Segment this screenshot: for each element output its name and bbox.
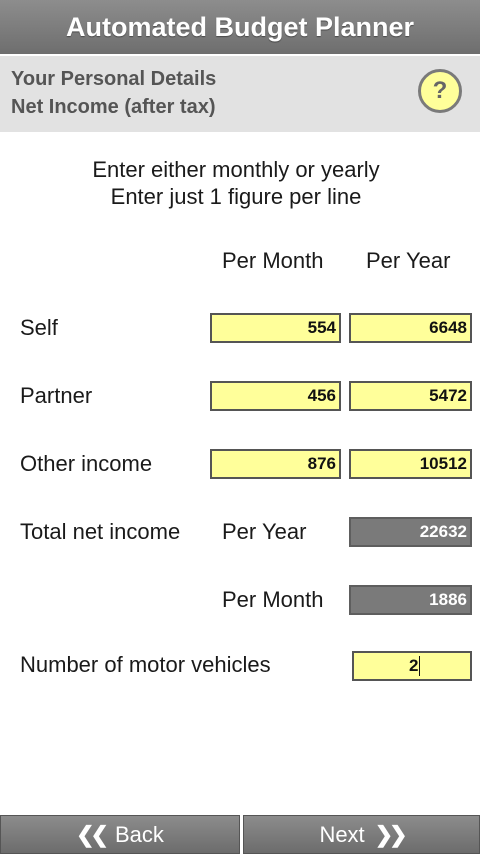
partner-label: Partner [20, 383, 93, 408]
motor-vehicles-value: 2 [409, 656, 419, 675]
total-per-year-value: 22632 [419, 522, 467, 541]
instruction-line-1: Enter either monthly or yearly [92, 157, 380, 182]
other-income-per-month-value: 876 [307, 454, 336, 473]
double-chevron-left-icon: ❮❮ [76, 821, 109, 847]
section-title: Your Personal Details [11, 68, 217, 90]
app-title: Automated Budget Planner [65, 11, 415, 42]
instruction-line-2: Enter just 1 figure per line [110, 184, 362, 209]
section-header: Your Personal Details Net Income (after … [0, 56, 480, 132]
partner-per-year-value: 5472 [429, 386, 467, 405]
help-button[interactable]: ? [418, 69, 462, 113]
column-header-per-month: Per Month [222, 248, 324, 273]
double-chevron-right-icon: ❯❯ [374, 821, 408, 847]
section-subtitle: Net Income (after tax) [11, 96, 216, 118]
partner-per-year-input[interactable]: 5472 [349, 381, 472, 411]
total-per-month-field: 1886 [349, 585, 472, 615]
other-income-per-year-input[interactable]: 10512 [349, 449, 472, 479]
self-per-month-input[interactable]: 554 [210, 313, 341, 343]
partner-per-month-value: 456 [307, 386, 336, 405]
other-income-label: Other income [20, 451, 153, 476]
total-per-month-value: 1886 [429, 590, 467, 609]
back-button[interactable]: ❮❮ Back [0, 815, 240, 854]
self-per-year-value: 6648 [429, 318, 467, 337]
total-per-year-label: Per Year [222, 519, 307, 544]
self-per-year-input[interactable]: 6648 [349, 313, 472, 343]
other-income-per-year-value: 10512 [419, 454, 467, 473]
next-button[interactable]: Next ❯❯ [243, 815, 480, 854]
next-button-label: Next [319, 821, 365, 847]
self-label: Self [20, 315, 58, 340]
text-cursor [419, 656, 421, 676]
column-header-per-year: Per Year [366, 248, 451, 273]
app-title-bar: Automated Budget Planner [0, 0, 480, 54]
question-mark-icon: ? [432, 77, 448, 104]
motor-vehicles-input[interactable]: 2 [352, 651, 472, 681]
total-net-income-label: Total net income [20, 519, 181, 544]
self-per-month-value: 554 [307, 318, 336, 337]
motor-vehicles-label: Number of motor vehicles [20, 652, 271, 677]
other-income-per-month-input[interactable]: 876 [210, 449, 341, 479]
back-button-label: Back [114, 821, 164, 847]
total-per-month-label: Per Month [222, 587, 324, 612]
partner-per-month-input[interactable]: 456 [210, 381, 341, 411]
total-per-year-field: 22632 [349, 517, 472, 547]
